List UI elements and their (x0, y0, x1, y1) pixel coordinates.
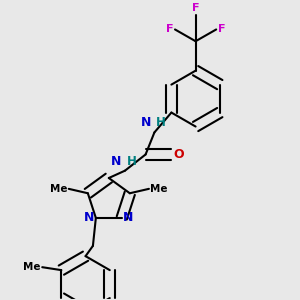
Text: Me: Me (150, 184, 168, 194)
Text: N: N (111, 155, 122, 168)
Text: N: N (84, 212, 94, 224)
Text: H: H (127, 155, 136, 168)
Text: Me: Me (23, 262, 41, 272)
Text: Me: Me (50, 184, 67, 194)
Text: N: N (140, 116, 151, 130)
Text: F: F (192, 3, 199, 13)
Text: F: F (218, 25, 225, 34)
Text: O: O (173, 148, 184, 161)
Text: F: F (166, 25, 173, 34)
Text: N: N (123, 212, 134, 224)
Text: H: H (156, 116, 166, 130)
